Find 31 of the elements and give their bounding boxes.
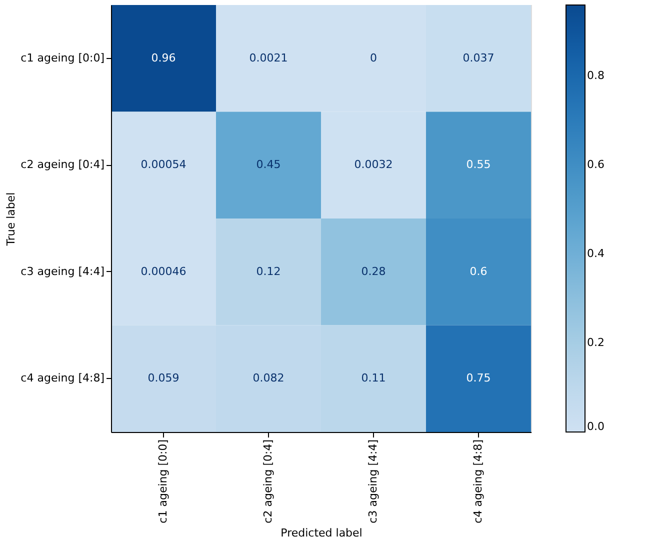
data-label: 0.037 — [462, 51, 494, 64]
data-label: 0.082 — [252, 372, 284, 385]
x-tick-label: c4 ageing [4:8] — [472, 440, 484, 524]
y-axis-title: True label — [4, 192, 18, 247]
data-label: 0.6 — [470, 264, 488, 278]
y-tick-label: c1 ageing [0:0] — [20, 51, 104, 64]
color-bar-label: 0.2 — [587, 336, 604, 350]
data-label: 0.75 — [466, 372, 491, 385]
data-label: 0 — [370, 51, 377, 64]
data-label: 0.55 — [466, 158, 491, 172]
y-tick-label: c3 ageing [4:4] — [20, 264, 104, 278]
x-tick-label: c3 ageing [4:4] — [366, 440, 380, 524]
color-bar-label: 0.4 — [587, 247, 604, 260]
data-label: 0.12 — [256, 264, 281, 278]
data-label: 0.11 — [361, 372, 386, 385]
color-bar-label: 0.0 — [587, 420, 604, 433]
data-label: 0.0021 — [249, 51, 288, 64]
x-tick-label: c2 ageing [0:4] — [262, 440, 274, 524]
data-label: 0.059 — [148, 372, 180, 385]
color-bar-label: 0.8 — [587, 69, 604, 82]
color-bar-label: 0.6 — [587, 158, 604, 172]
data-label: 0.45 — [256, 158, 281, 172]
y-tick-label: c4 ageing [4:8] — [20, 372, 104, 385]
x-axis-title: Predicted label — [280, 526, 362, 540]
data-label: 0.0032 — [354, 158, 393, 172]
y-tick-label: c2 ageing [0:4] — [20, 158, 104, 172]
x-tick-label: c1 ageing [0:0] — [156, 440, 170, 524]
data-label: 0.00054 — [140, 158, 186, 172]
data-label: 0.28 — [361, 264, 386, 278]
data-label: 0.96 — [151, 51, 176, 64]
data-label: 0.00046 — [140, 264, 186, 278]
